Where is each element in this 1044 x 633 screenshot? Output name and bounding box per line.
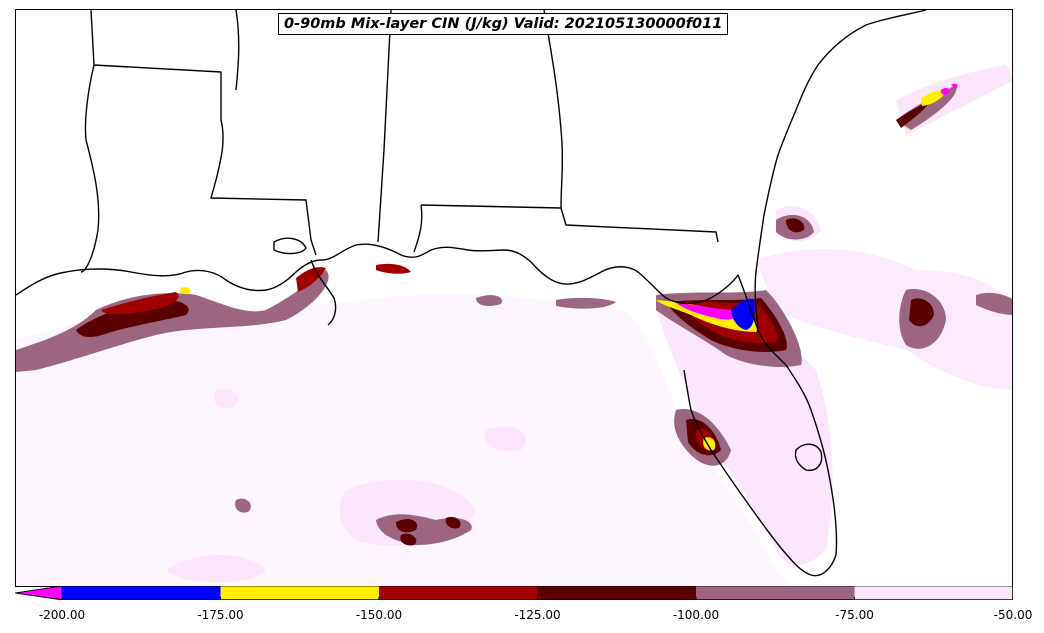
colorbar-segment-2 (379, 586, 538, 600)
cin-field-blue-magenta (676, 83, 958, 330)
colorbar-segment-3 (537, 586, 696, 600)
colorbar-segment-4 (696, 586, 855, 600)
cin-map (16, 10, 1012, 586)
colorbar-tick-label: -200.00 (38, 608, 86, 622)
colorbar-tick-label: -50.00 (993, 608, 1033, 622)
map-panel (15, 9, 1013, 587)
colorbar-segment-5 (854, 586, 1013, 600)
colorbar-segment-1 (220, 586, 379, 600)
colorbar-tick-label: -75.00 (835, 608, 874, 622)
colorbar-under-arrow (15, 586, 63, 600)
colorbar (15, 586, 1013, 600)
colorbar-tick-label: -125.00 (514, 608, 561, 622)
coastlines-and-borders (16, 10, 927, 577)
map-title: 0-90mb Mix-layer CIN (J/kg) Valid: 20210… (278, 13, 729, 35)
colorbar-tick-label: -175.00 (197, 608, 244, 622)
colorbar-tick-label: -100.00 (672, 608, 720, 622)
cin-field-light (16, 65, 1012, 586)
colorbar-tick-label: -150.00 (355, 608, 403, 622)
colorbar-outline (15, 586, 1013, 600)
colorbar-segment-0 (62, 586, 221, 600)
